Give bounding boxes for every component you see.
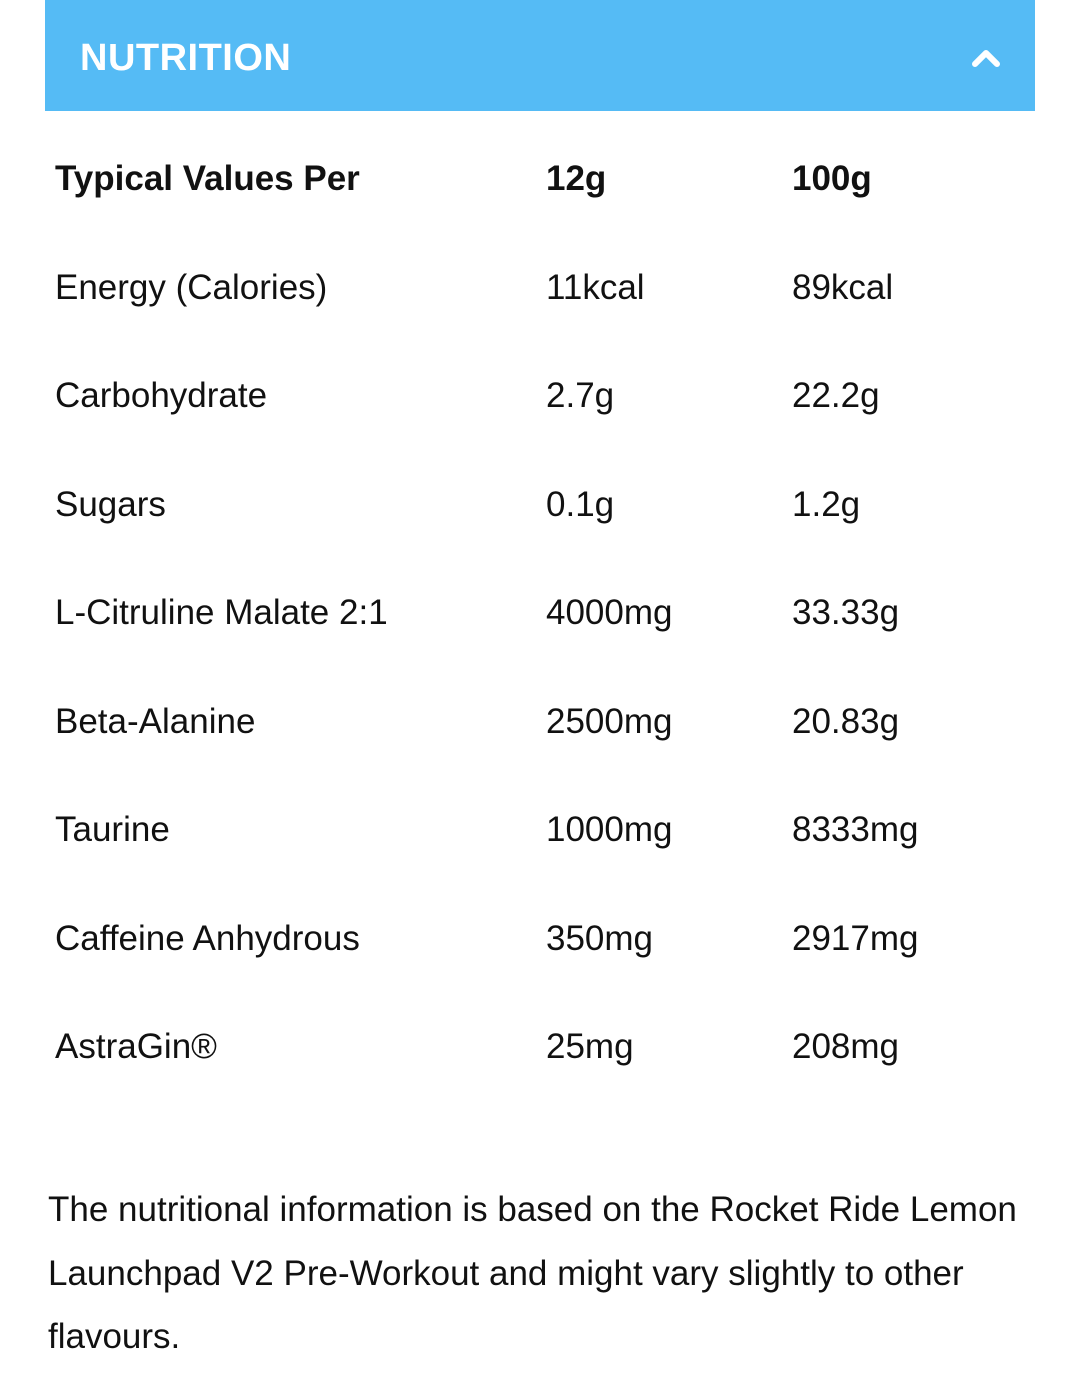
nutrient-value: 1000mg [546,810,673,849]
nutrient-value: 0.1g [546,484,615,524]
nutrient-name: Carbohydrate [55,376,268,415]
accordion-header[interactable]: NUTRITION [45,0,1035,111]
table-row: Caffeine Anhydrous 350mg 2917mg [0,885,1080,993]
footnote: The nutritional information is based on … [48,1190,1017,1356]
nutrient-value: 22.2g [792,376,880,415]
table-row: L-Citruline Malate 2:1 4000mg 33.33g [0,559,1080,667]
nutrient-name: AstraGin® [55,1027,217,1066]
nutrient-value: 33.33g [792,593,900,632]
nutrient-value: 89kcal [792,267,894,307]
nutrient-name: Energy (Calories) [55,267,328,307]
column-header: 100g [792,159,872,198]
table-row: AstraGin® 25mg 208mg [0,993,1080,1101]
column-header: 12g [546,159,607,198]
nutrient-value: 8333mg [792,810,919,849]
table-row: Energy (Calories) 11kcal 89kcal [0,234,1080,342]
table-row: Carbohydrate 2.7g 22.2g [0,342,1080,450]
nutrient-value: 11kcal [546,267,645,307]
table-row: Taurine 1000mg 8333mg [0,776,1080,884]
nutrient-name: Sugars [55,484,166,524]
collapse-icon[interactable] [971,42,1001,72]
nutrient-value: 4000mg [546,593,673,632]
nutrient-name: Taurine [55,810,170,849]
nutrient-value: 350mg [546,918,654,958]
table-header-row: Typical Values Per 12g 100g [0,125,1080,233]
nutrient-value: 20.83g [792,701,900,741]
column-header: Typical Values Per [55,159,360,198]
nutrient-name: L-Citruline Malate 2:1 [55,593,388,632]
nutrient-value: 25mg [546,1027,634,1066]
nutrient-value: 2500mg [546,701,673,741]
nutrient-value: 2.7g [546,376,615,415]
table-row: Beta-Alanine 2500mg 20.83g [0,668,1080,776]
section-title: NUTRITION [80,37,292,79]
nutrient-name: Beta-Alanine [55,701,256,741]
nutrient-value: 208mg [792,1027,900,1066]
table-row: Sugars 0.1g 1.2g [0,451,1080,559]
nutrient-value: 2917mg [792,918,919,958]
nutrient-name: Caffeine Anhydrous [55,918,360,958]
nutrient-value: 1.2g [792,484,861,524]
